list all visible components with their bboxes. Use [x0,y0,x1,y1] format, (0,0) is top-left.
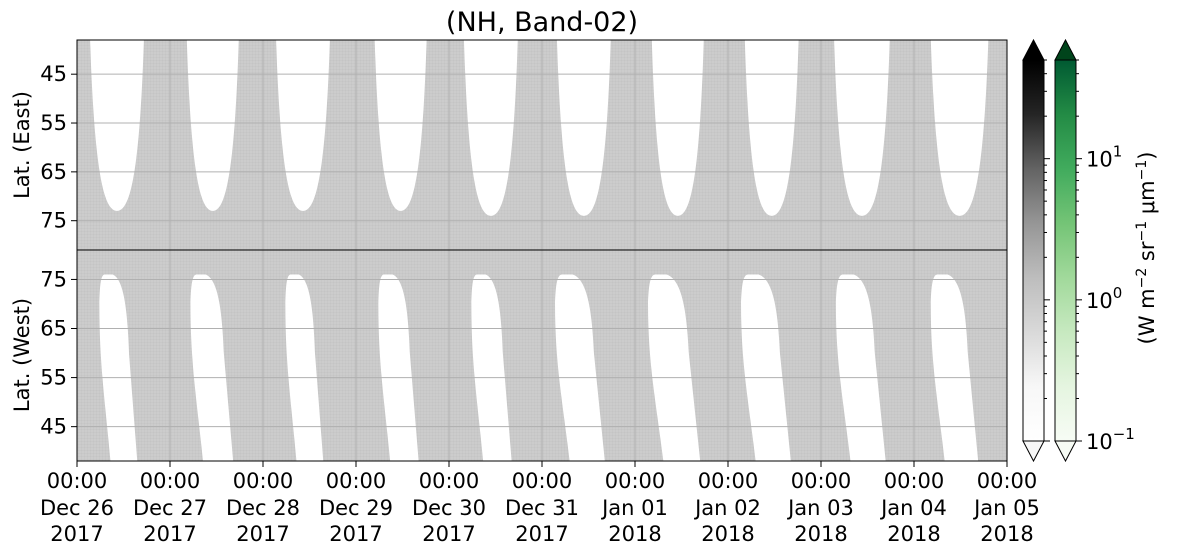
ytick-label: 65 [40,317,67,341]
xtick-year: 2017 [422,522,475,546]
colorbar-extend-low-gray [1022,440,1045,463]
xtick-date: Dec 29 [319,496,393,520]
colorbars: 10−1 100 101 [1022,38,1135,463]
colorbar-gray [1022,59,1045,442]
ytick-label: 45 [40,62,67,86]
ytick-label: 55 [40,366,67,390]
colorbar-tick-label: 100 [1086,284,1122,313]
xtick-date: Dec 26 [40,496,114,520]
xtick-year: 2018 [887,522,940,546]
xtick-time: 00:00 [698,469,759,493]
xtick-year: 2017 [515,522,568,546]
xtick-date: Dec 30 [412,496,486,520]
colorbar-label: (W m−2 sr−1 μm−1) [1134,152,1159,345]
xtick-year: 2017 [50,522,103,546]
night-gap-west-0 [99,274,138,461]
xtick-date: Jan 04 [879,496,947,520]
xtick-year: 2018 [701,522,754,546]
xtick-time: 00:00 [884,469,945,493]
xtick-time: 00:00 [140,469,201,493]
xtick-year: 2017 [236,522,289,546]
ytick-label: 55 [40,111,67,135]
xtick-time: 00:00 [977,469,1038,493]
xtick-date: Jan 01 [600,496,668,520]
xtick-year: 2018 [980,522,1033,546]
xtick-time: 00:00 [47,469,108,493]
night-gap-west-4 [471,274,512,461]
xtick-date: Jan 02 [693,496,761,520]
xtick-year: 2017 [143,522,196,546]
ytick-label: 65 [40,160,67,184]
xtick-time: 00:00 [233,469,294,493]
chart-title: (NH, Band-02) [446,7,638,38]
colorbar-green [1054,59,1077,442]
xtick-date: Dec 31 [505,496,579,520]
panel-west: 75 65 55 45 [40,249,1008,462]
night-gap-west-6 [648,274,701,461]
night-gap-east-3 [374,40,427,211]
night-gap-west-7 [741,274,791,461]
xtick-year: 2018 [794,522,847,546]
colorbar-tick-label: 101 [1086,143,1122,172]
xtick-time: 00:00 [512,469,573,493]
night-gap-east-0 [90,40,144,211]
night-gap-east-1 [186,40,239,211]
ylabel-east: Lat. (East) [10,91,34,199]
xtick-date: Dec 27 [133,496,207,520]
xtick-time: 00:00 [326,469,387,493]
night-gap-west-5 [555,274,605,461]
night-gap-west-8 [835,274,886,461]
colorbar-extend-low-green [1054,440,1077,463]
xtick-date: Jan 03 [786,496,854,520]
colorbar-extend-high-green [1054,38,1077,61]
night-gap-east-2 [276,40,330,211]
ylabel-west: Lat. (West) [10,298,34,412]
colorbar-tick-label: 10−1 [1086,425,1135,454]
ytick-label: 45 [40,415,67,439]
night-gap-west-3 [378,274,419,461]
colorbar-extend-high-gray [1022,38,1045,61]
ytick-label: 75 [40,209,67,233]
night-gap-west-1 [190,274,234,461]
xtick-year: 2018 [608,522,661,546]
gaps-west [99,274,979,461]
xtick-time: 00:00 [791,469,852,493]
xtick-time: 00:00 [419,469,480,493]
xtick-date: Dec 28 [226,496,300,520]
night-gap-west-9 [930,274,979,461]
xtick-year: 2017 [329,522,382,546]
xtick-date: Jan 05 [972,496,1040,520]
xtick-time: 00:00 [605,469,666,493]
panel-east: 45 55 65 75 [40,39,1008,251]
ytick-label: 75 [40,267,67,291]
night-gap-west-2 [285,274,324,461]
